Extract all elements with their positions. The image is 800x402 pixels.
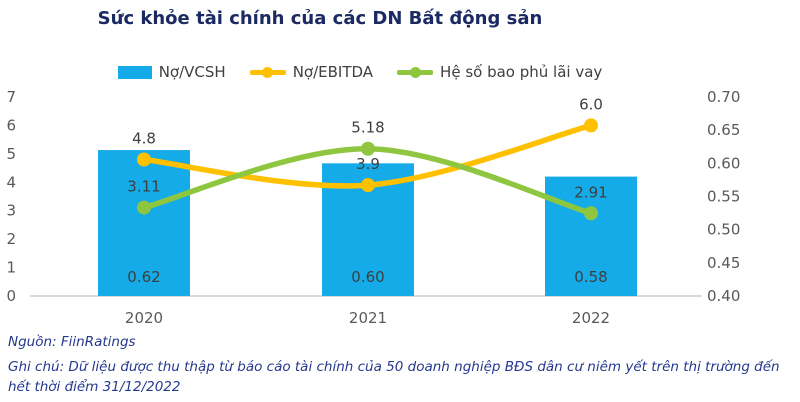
line-data-label: 5.18	[351, 119, 384, 137]
category-label: 2022	[572, 309, 610, 327]
right-axis-tick: 0.40	[707, 287, 740, 305]
line-point-2021	[361, 141, 375, 156]
legend-item-no-ebitda: Nợ/EBITDA	[249, 63, 374, 81]
right-axis-tick: 0.70	[707, 88, 740, 106]
bar-2020	[98, 150, 190, 296]
line-point-2020	[137, 152, 151, 167]
line-data-label: 4.8	[132, 130, 156, 148]
right-axis-tick: 0.45	[707, 254, 740, 272]
legend-item-he-so-bao-phu-lai-vay: Hệ số bao phủ lãi vay	[397, 63, 602, 81]
left-axis-tick: 1	[6, 259, 16, 277]
left-axis-tick: 2	[6, 230, 16, 248]
legend-item-no-vcsh: Nợ/VCSH	[117, 63, 226, 81]
line-point-2021	[361, 178, 375, 193]
line-point-2020	[137, 200, 151, 215]
legend-label-he-so-bao-phu-lai-vay: Hệ số bao phủ lãi vay	[440, 63, 603, 81]
line-data-label: 2.91	[574, 183, 607, 201]
bar-swatch-icon	[117, 65, 152, 79]
category-label: 2020	[125, 309, 163, 327]
bar-data-label: 0.58	[574, 268, 607, 286]
line-point-2022	[584, 118, 598, 133]
right-axis-tick: 0.50	[707, 221, 740, 239]
right-axis-tick: 0.55	[707, 188, 740, 206]
bar-2022	[545, 176, 637, 296]
right-axis-tick: 0.60	[707, 154, 740, 172]
left-axis-tick: 0	[6, 287, 16, 305]
line-data-label: 6.0	[579, 95, 603, 113]
bar-data-label: 0.62	[127, 268, 160, 286]
chart-legend: Nợ/VCSH Nợ/EBITDA Hệ số bao phủ lãi vay	[0, 61, 720, 83]
right-axis-tick: 0.65	[707, 121, 740, 139]
line-data-label: 3.11	[127, 178, 160, 196]
left-axis-tick: 6	[6, 116, 16, 134]
source-text: Nguồn: FiinRatings	[8, 334, 136, 350]
left-axis-tick: 4	[6, 173, 16, 191]
left-axis-tick: 7	[6, 88, 16, 106]
line-marker-swatch-icon	[249, 66, 286, 79]
legend-label-no-vcsh: Nợ/VCSH	[158, 63, 226, 81]
note-text: Ghi chú: Dữ liệu được thu thập từ báo cá…	[8, 359, 780, 396]
chart-title: Sức khỏe tài chính của các DN Bất động s…	[97, 8, 543, 29]
left-axis-tick: 3	[6, 202, 16, 220]
left-axis-tick: 5	[6, 145, 16, 163]
category-label: 2021	[349, 309, 387, 327]
bar-data-label: 0.60	[351, 268, 384, 286]
line-marker-swatch-icon	[397, 66, 434, 79]
line-point-2022	[584, 206, 598, 221]
line-data-label: 3.9	[356, 155, 380, 173]
legend-label-no-ebitda: Nợ/EBITDA	[292, 63, 374, 81]
